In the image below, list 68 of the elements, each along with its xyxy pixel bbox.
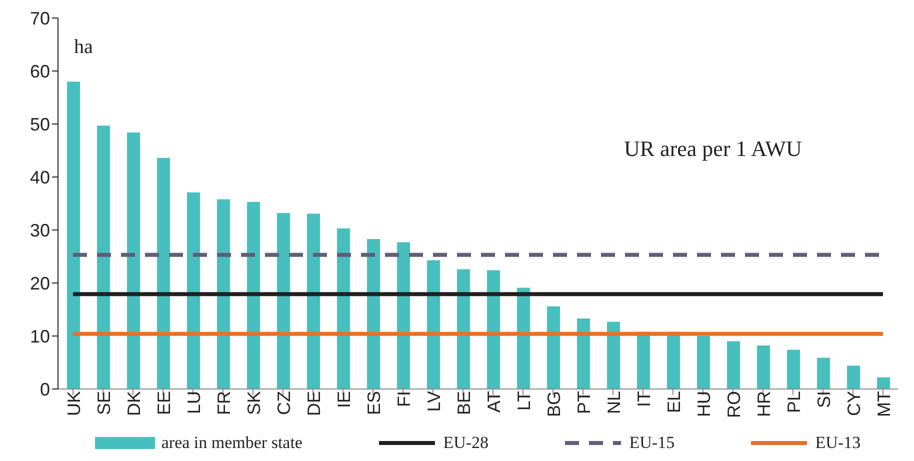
bar: [757, 346, 770, 389]
x-tick-label: EL: [664, 391, 684, 414]
x-tick-label: IT: [634, 391, 654, 407]
x-tick-label: UK: [64, 391, 84, 416]
x-tick-label: HR: [754, 391, 774, 417]
x-tick-label: CZ: [274, 391, 294, 415]
x-tick-label: ES: [364, 391, 384, 416]
legend-label: EU-13: [815, 433, 861, 453]
bar: [817, 358, 830, 389]
bar: [427, 260, 440, 389]
y-tick-label: 10: [30, 326, 50, 346]
bar: [337, 228, 350, 389]
bar: [457, 269, 470, 389]
x-tick-label: LU: [184, 391, 204, 414]
x-tick-label: SK: [244, 391, 264, 416]
bar: [97, 126, 110, 389]
bar: [307, 214, 320, 389]
bar: [547, 306, 560, 389]
x-tick-label: SI: [814, 391, 834, 408]
x-tick-label: BE: [454, 391, 474, 416]
bar: [517, 288, 530, 389]
x-tick-label: FR: [214, 391, 234, 415]
x-tick-label: PL: [784, 391, 804, 414]
legend-label: area in member state: [161, 433, 302, 453]
bar: [277, 213, 290, 389]
bar: [877, 377, 890, 389]
bar: [247, 202, 260, 389]
bar: [127, 132, 140, 389]
x-tick-label: IE: [334, 391, 354, 408]
x-tick-label: LT: [514, 390, 534, 411]
y-tick-label: 70: [30, 8, 50, 28]
y-tick-label: 0: [40, 379, 50, 400]
x-tick-label: AT: [484, 391, 504, 413]
legend-label: EU-28: [443, 433, 489, 453]
bar: [67, 82, 80, 389]
bar: [727, 341, 740, 389]
x-tick-label: SE: [94, 391, 114, 416]
x-tick-label: PT: [574, 391, 594, 414]
y-tick-label: 30: [30, 220, 50, 240]
x-tick-label: HU: [694, 391, 714, 417]
x-tick-label: FI: [394, 391, 414, 407]
x-tick-label: DE: [304, 391, 324, 416]
bar: [787, 350, 800, 389]
x-tick-label: EE: [154, 391, 174, 416]
bar: [577, 318, 590, 389]
y-tick-label: 60: [30, 61, 50, 82]
bar: [217, 199, 230, 389]
x-tick-label: MT: [874, 391, 894, 417]
bar: [487, 270, 500, 389]
x-tick-label: BG: [544, 391, 564, 418]
legend-label: EU-15: [629, 433, 675, 453]
bar: [397, 242, 410, 389]
x-tick-label: CY: [844, 391, 864, 416]
bar: [607, 322, 620, 389]
y-tick-label: 40: [30, 167, 50, 188]
bar: [367, 239, 380, 389]
bar: [157, 158, 170, 389]
x-tick-label: LV: [424, 391, 444, 412]
annotation: UR area per 1 AWU: [624, 136, 802, 162]
y-tick-label: 50: [30, 114, 50, 134]
x-tick-label: NL: [604, 391, 624, 414]
x-tick-label: DK: [124, 391, 144, 416]
x-tick-label: RO: [724, 391, 744, 418]
y-tick-label: 20: [30, 273, 50, 294]
bar: [697, 336, 710, 389]
bar: [847, 366, 860, 389]
annotation: ha: [74, 36, 93, 59]
bar: [187, 192, 200, 389]
